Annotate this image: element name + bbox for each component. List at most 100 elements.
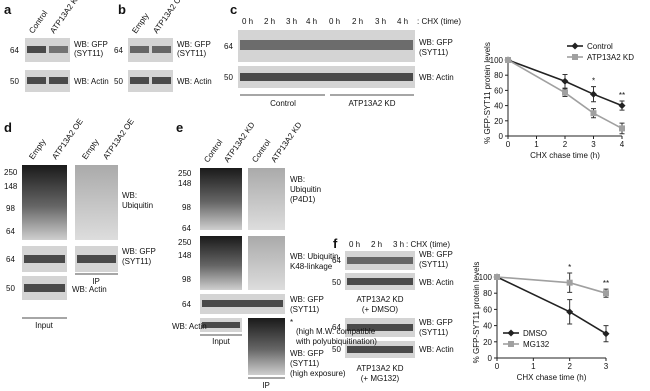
marker: [561, 77, 569, 85]
x-tick-label: 1: [534, 140, 539, 149]
mw-marker: 148: [178, 251, 192, 260]
blot-label: WB:: [290, 175, 305, 184]
blot-label: (SYT11): [419, 48, 449, 57]
marker: [603, 290, 609, 297]
marker: [566, 308, 574, 316]
marker: [505, 57, 511, 63]
panel-letter: d: [4, 120, 12, 135]
marker: [590, 110, 597, 117]
lane-label: 2 h: [264, 17, 275, 26]
lane-label: ATP13A2 OE: [101, 117, 136, 161]
lane-label: 2 h: [371, 240, 382, 249]
blot-label: (SYT11): [419, 260, 449, 269]
lane-label: 4 h: [397, 17, 408, 26]
blot-label: WB: Actin: [172, 322, 207, 331]
marker: [572, 54, 578, 60]
blot-label: WB: GFP: [419, 38, 453, 47]
x-tick-label: 2: [567, 362, 572, 371]
x-tick-label: 4: [620, 140, 625, 149]
blot-label: (SYT11): [290, 359, 320, 368]
legend-label: DMSO: [523, 329, 547, 338]
mw-marker: 50: [224, 73, 233, 82]
y-tick-label: 60: [494, 86, 503, 95]
y-tick-label: 60: [483, 305, 492, 314]
x-tick-label: 1: [531, 362, 536, 371]
lane-label: ATP13A2 OE: [151, 0, 186, 35]
mw-marker: 50: [10, 77, 19, 86]
lane-label: ATP13A2 OE: [50, 117, 85, 161]
annotation: *: [290, 318, 293, 327]
lane-label: Empty: [80, 137, 100, 161]
blots: [22, 30, 415, 379]
group-label: Input: [212, 337, 231, 346]
mw-marker: 64: [10, 46, 19, 55]
blot-label: Ubiquitin: [290, 185, 321, 194]
caption: (+ DMSO): [362, 305, 399, 314]
y-axis-label: % GFP-SYT11 protein levels: [483, 42, 492, 144]
blot-label: WB: Ubiquitin: [290, 252, 338, 261]
annotation: with polyubiquitination): [295, 337, 377, 346]
blot-label: K48-linkage: [290, 262, 333, 271]
lane-label: ATP13A2 KD: [48, 0, 82, 35]
marker: [602, 330, 610, 338]
lane-label: ATP13A2 KD: [269, 120, 303, 164]
blot-label: WB: GFP: [177, 40, 211, 49]
caption: ATP13A2 KD: [357, 295, 404, 304]
y-tick-label: 80: [483, 289, 492, 298]
mw-marker: 98: [182, 275, 191, 284]
blot-label: (SYT11): [122, 257, 152, 266]
mw-marker: 98: [6, 204, 15, 213]
mw-marker: 250: [4, 168, 18, 177]
x-axis-label: CHX chase time (h): [530, 151, 600, 160]
blot-label: WB: GFP: [419, 318, 453, 327]
mw-marker: 50: [6, 284, 15, 293]
lane-label: 3 h: [375, 17, 386, 26]
group-label: ATP13A2 KD: [349, 99, 396, 108]
x-tick-label: 3: [604, 362, 609, 371]
y-tick-label: 80: [494, 71, 503, 80]
panel-letter: e: [176, 120, 183, 135]
mw-marker: 64: [6, 227, 15, 236]
y-tick-label: 100: [479, 273, 493, 282]
group-label: IP: [262, 381, 270, 390]
lane-label: 3 h: [286, 17, 297, 26]
mw-marker: 50: [114, 77, 123, 86]
blot-label: WB: GFP: [122, 247, 156, 256]
blot-label: Ubiquitin: [122, 201, 153, 210]
lane-label: Control: [27, 9, 49, 35]
blot-label: (SYT11): [290, 305, 320, 314]
annotation: *: [568, 263, 571, 272]
mw-marker: 64: [6, 255, 15, 264]
mw-marker: 64: [332, 256, 341, 265]
mw-marker: 64: [182, 224, 191, 233]
lane-label: 0 h: [329, 17, 340, 26]
marker: [566, 279, 573, 286]
series-line: [496, 276, 607, 335]
caption: ATP13A2 KD: [357, 364, 404, 373]
blot-label: WB: GFP: [74, 40, 108, 49]
x-tick-label: 0: [495, 362, 500, 371]
lane-label: 0 h: [242, 17, 253, 26]
lane-label: 0 h: [349, 240, 360, 249]
marker: [562, 89, 568, 96]
blot-label: WB: Actin: [419, 73, 454, 82]
lane-label: 3 h: [393, 240, 404, 249]
marker: [619, 125, 625, 132]
time-label: : CHX (time): [406, 240, 450, 249]
y-tick-label: 0: [499, 132, 504, 141]
panel-letter: c: [230, 2, 237, 17]
blot-label: (SYT11): [74, 49, 104, 58]
caption: (+ MG132): [361, 374, 400, 383]
mw-marker: 64: [182, 300, 191, 309]
blot-label: WB: GFP: [290, 349, 324, 358]
lane-label: Control: [250, 138, 272, 164]
legend-label: Control: [587, 42, 613, 51]
series-line: [507, 59, 623, 130]
panel-letter: f: [333, 236, 338, 251]
group-label: Control: [270, 99, 296, 108]
mw-marker: 50: [332, 345, 341, 354]
blot-label: WB: Actin: [72, 285, 107, 294]
y-tick-label: 100: [490, 56, 504, 65]
